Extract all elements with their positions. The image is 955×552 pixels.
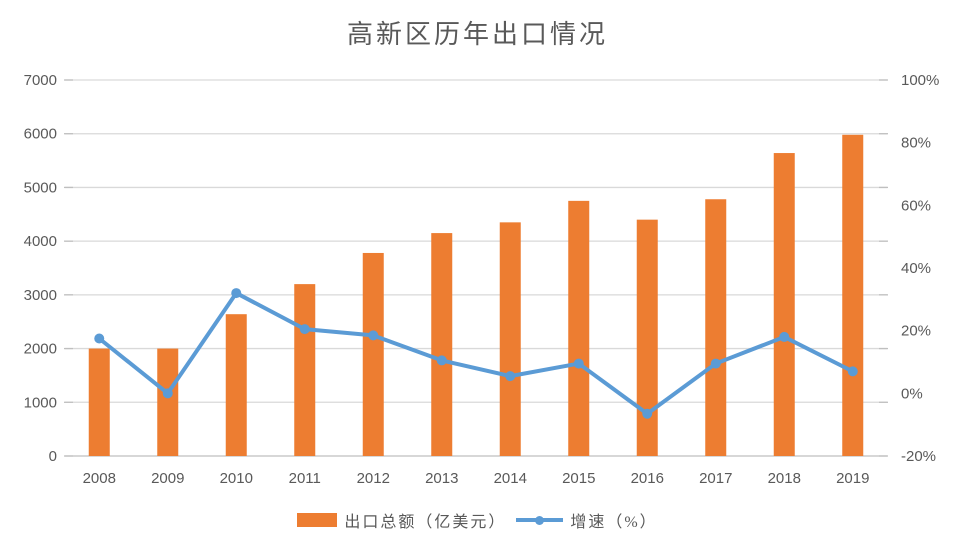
legend-item-exports: 出口总额（亿美元） <box>297 508 506 532</box>
growth-marker-2011 <box>299 324 310 335</box>
growth-marker-2017 <box>710 358 721 369</box>
export-bar-2010 <box>225 314 247 456</box>
right-axis-label: -20% <box>901 448 936 465</box>
export-bar-2012 <box>362 252 384 456</box>
right-axis-label: 0% <box>901 385 923 402</box>
x-axis-label: 2016 <box>631 470 664 487</box>
chart-plot-area: 0 1000 2000 3000 4000 5000 6000 7000 -20% 0% 20% 40… <box>24 72 940 487</box>
growth-marker-2008 <box>94 333 105 344</box>
growth-marker-2018 <box>779 331 790 342</box>
x-axis-label: 2017 <box>699 470 732 487</box>
export-bar-2011 <box>294 284 316 456</box>
x-axis-label: 2014 <box>494 470 527 487</box>
x-axis-label: 2009 <box>151 470 184 487</box>
growth-line <box>97 291 855 416</box>
bar-series-swatch <box>297 513 338 527</box>
left-axis-label: 2000 <box>24 341 57 358</box>
right-axis-label: 80% <box>901 135 931 152</box>
left-axis-label: 3000 <box>24 287 57 304</box>
x-axis-label: 2019 <box>836 470 869 487</box>
x-axis-label: 2010 <box>220 470 253 487</box>
chart-legend: 出口总额（亿美元） 增速（%） <box>0 508 955 532</box>
growth-marker-2009 <box>162 388 173 399</box>
right-axis-label: 100% <box>901 72 939 89</box>
x-axis-label: 2018 <box>768 470 801 487</box>
export-bar-2019 <box>842 134 864 456</box>
left-axis-label: 7000 <box>24 72 57 89</box>
export-bar-2018 <box>773 153 795 456</box>
right-axis-label: 60% <box>901 197 931 214</box>
export-bar-2014 <box>499 222 521 456</box>
growth-marker-2010 <box>231 288 242 299</box>
x-axis-label: 2012 <box>357 470 390 487</box>
x-axis-label: 2011 <box>289 470 321 487</box>
export-bar-2017 <box>705 199 727 456</box>
legend-label-exports: 出口总额（亿美元） <box>344 514 507 531</box>
left-axis-label: 4000 <box>24 233 57 250</box>
growth-marker-2012 <box>368 330 379 341</box>
export-bar-2013 <box>431 233 453 456</box>
legend-item-growth: 增速（%） <box>516 508 657 532</box>
growth-marker-2016 <box>642 408 653 419</box>
left-axis-label: 0 <box>49 448 57 465</box>
export-bar-2015 <box>568 200 590 456</box>
export-bar-2009 <box>157 348 179 456</box>
x-axis-label: 2008 <box>83 470 116 487</box>
export-bar-2016 <box>636 219 658 456</box>
x-axis-label: 2013 <box>425 470 458 487</box>
legend-line-marker-icon <box>535 515 545 525</box>
left-axis-label: 1000 <box>24 394 57 411</box>
line-series-swatch <box>516 513 564 527</box>
growth-marker-2014 <box>505 371 516 382</box>
growth-marker-2019 <box>847 366 858 377</box>
x-axis-label: 2015 <box>562 470 595 487</box>
chart-title: 高新区历年出口情况 <box>346 20 608 49</box>
export-bar-2008 <box>88 348 110 456</box>
growth-marker-2015 <box>573 358 584 369</box>
right-axis-label: 40% <box>901 260 931 277</box>
left-axis-label: 5000 <box>24 179 57 196</box>
growth-marker-2013 <box>436 355 447 366</box>
left-axis-label: 6000 <box>24 126 57 143</box>
legend-label-growth: 增速（%） <box>570 514 658 531</box>
right-axis-label: 20% <box>901 323 931 340</box>
